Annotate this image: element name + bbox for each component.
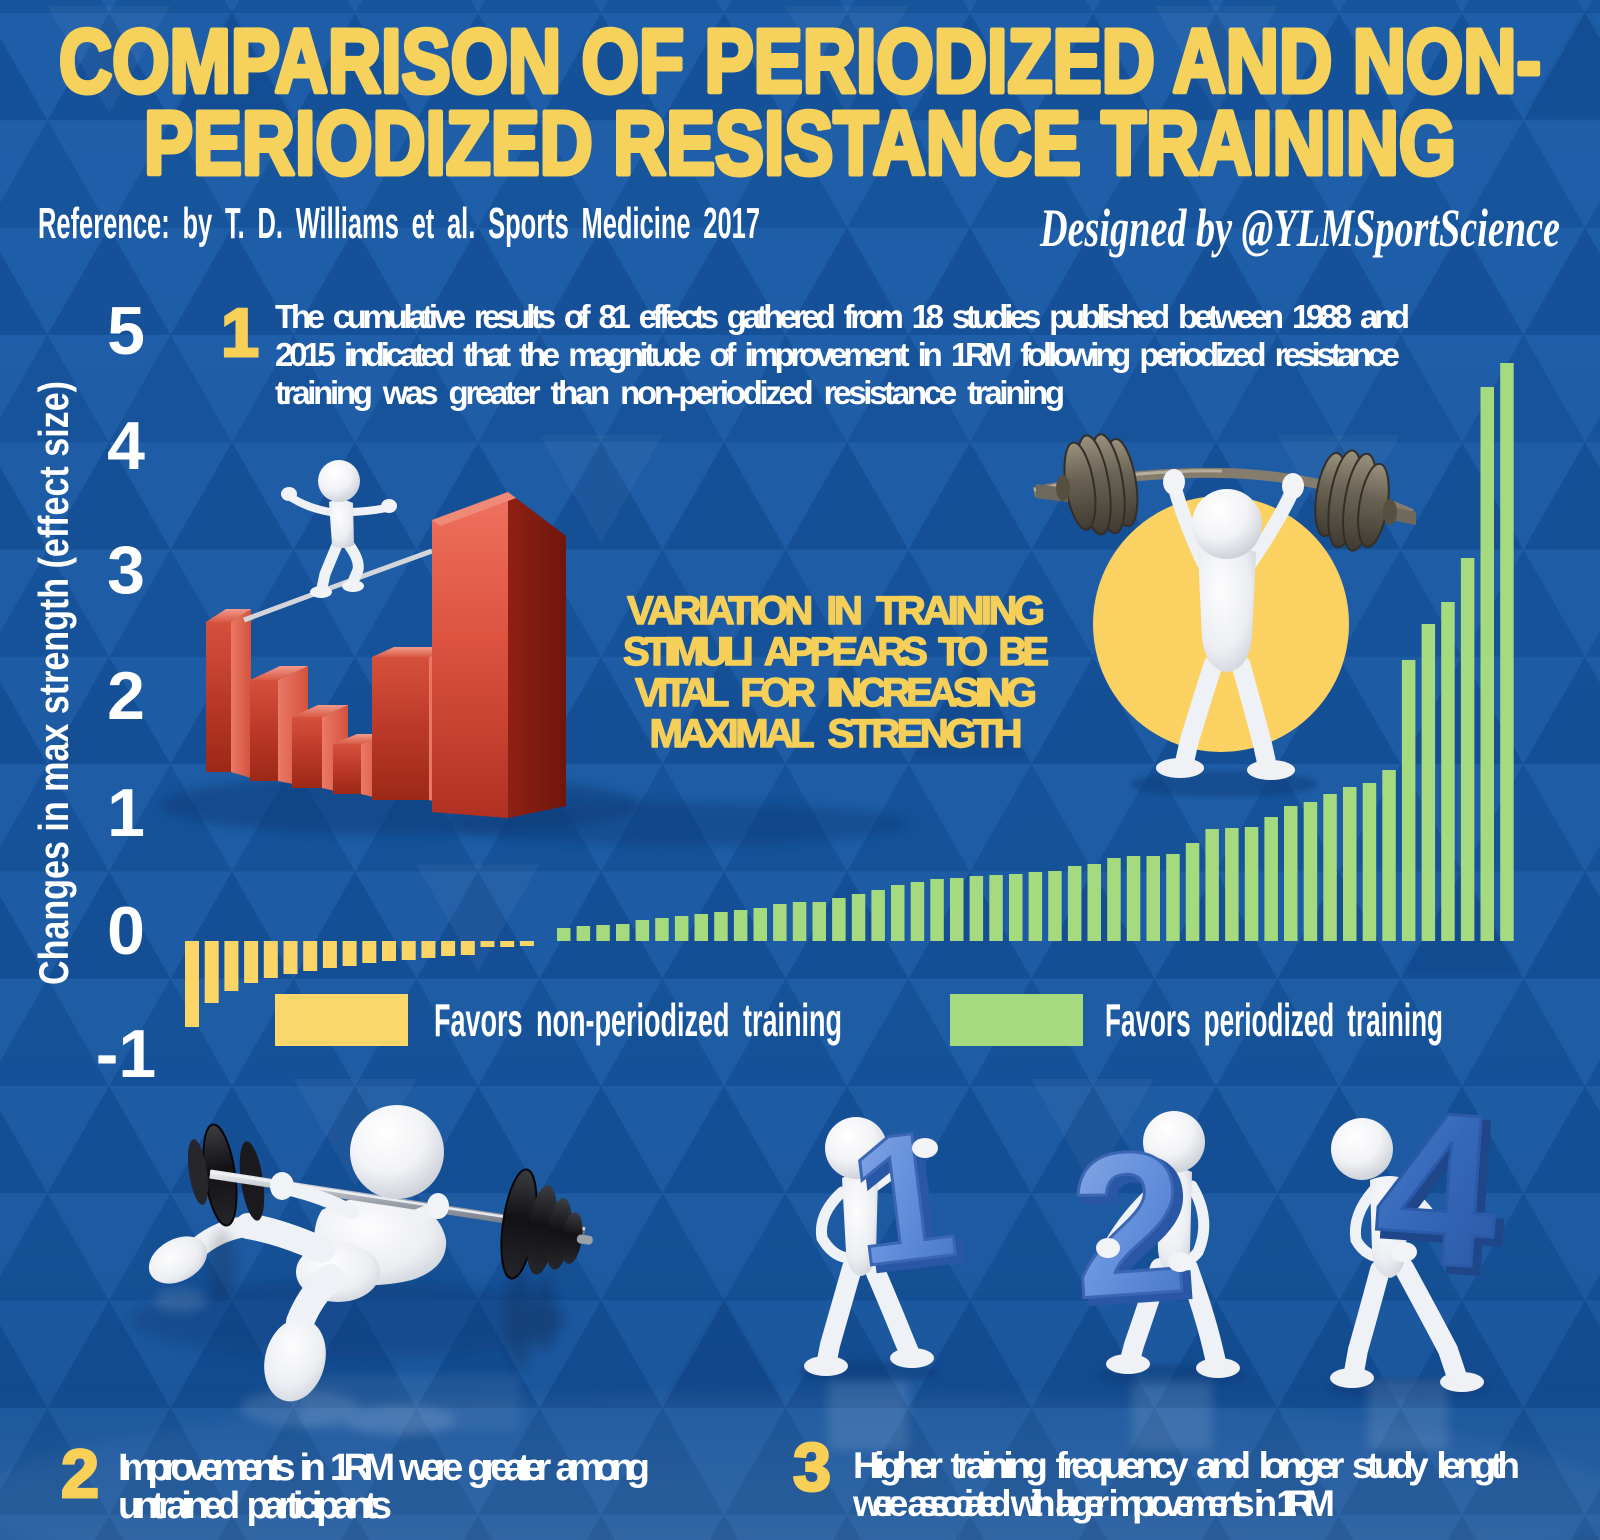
svg-text:Higher training frequency and: Higher training frequency and longer stu… bbox=[853, 1445, 1520, 1486]
svg-text:0: 0 bbox=[107, 893, 145, 969]
svg-text:Changes in max strength (effec: Changes in max strength (effect size) bbox=[30, 381, 77, 985]
svg-text:-1: -1 bbox=[96, 1016, 156, 1092]
svg-text:Improvements in 1RM were great: Improvements in 1RM were greater among bbox=[118, 1447, 650, 1489]
svg-text:2: 2 bbox=[61, 1436, 99, 1512]
svg-text:2015 indicated that the magnit: 2015 indicated that the magnitude of imp… bbox=[275, 336, 1400, 373]
svg-text:MAXIMAL STRENGTH: MAXIMAL STRENGTH bbox=[650, 712, 1023, 756]
svg-text:VARIATION IN TRAINING: VARIATION IN TRAINING bbox=[627, 589, 1045, 633]
svg-text:2: 2 bbox=[1071, 1112, 1200, 1347]
svg-text:1: 1 bbox=[107, 775, 145, 851]
svg-text:VITAL FOR INCREASING: VITAL FOR INCREASING bbox=[635, 671, 1037, 715]
svg-text:Designed by @YLMSportScience: Designed by @YLMSportScience bbox=[1039, 198, 1560, 258]
svg-text:training was greater than non-: training was greater than non-periodized… bbox=[275, 374, 1065, 411]
svg-text:4: 4 bbox=[1368, 1064, 1506, 1315]
svg-text:COMPARISON OF PERIODIZED AND N: COMPARISON OF PERIODIZED AND NON- bbox=[59, 12, 1541, 112]
svg-text:4: 4 bbox=[107, 408, 145, 484]
svg-text:STIMULI APPEARS TO BE: STIMULI APPEARS TO BE bbox=[623, 630, 1049, 674]
svg-text:1: 1 bbox=[221, 295, 259, 371]
svg-text:Favors periodized training: Favors periodized training bbox=[1105, 994, 1443, 1046]
svg-text:2: 2 bbox=[1064, 1107, 1193, 1342]
svg-text:PERIODIZED RESISTANCE TRAINING: PERIODIZED RESISTANCE TRAINING bbox=[144, 94, 1456, 194]
svg-text:2: 2 bbox=[107, 658, 145, 734]
svg-text:untrained participants: untrained participants bbox=[118, 1485, 392, 1527]
svg-text:Reference: by T. D. Williams e: Reference: by T. D. Williams et al. Spor… bbox=[38, 199, 760, 248]
svg-text:3: 3 bbox=[107, 532, 145, 608]
svg-text:The cumulative results of 81 e: The cumulative results of 81 effects gat… bbox=[275, 298, 1410, 335]
svg-text:were associated with larger im: were associated with larger improvements… bbox=[852, 1483, 1335, 1524]
svg-text:Favors non-periodized training: Favors non-periodized training bbox=[434, 994, 842, 1046]
svg-text:3: 3 bbox=[793, 1429, 831, 1505]
svg-text:5: 5 bbox=[107, 293, 145, 369]
svg-text:4: 4 bbox=[1374, 1070, 1512, 1321]
